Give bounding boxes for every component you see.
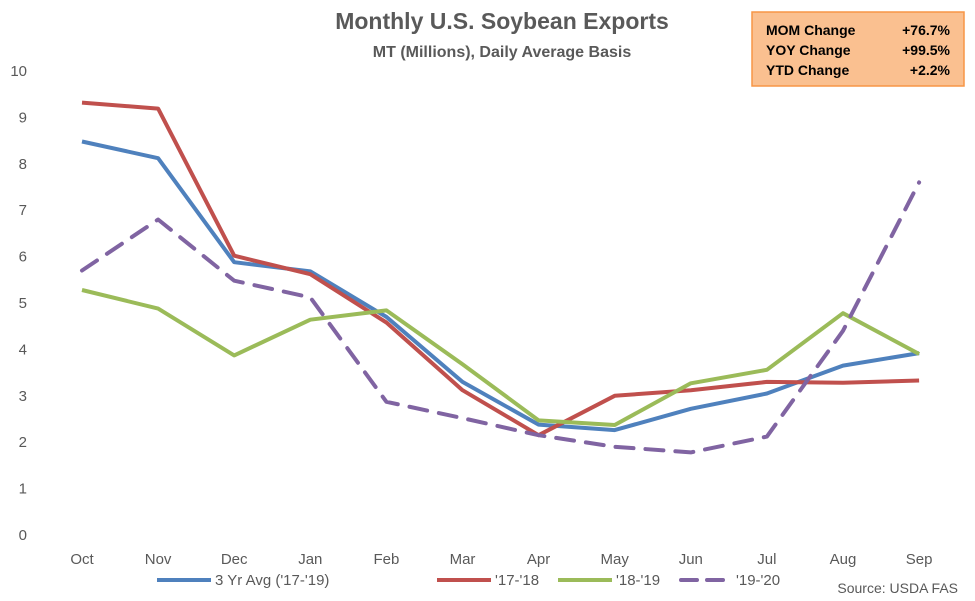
x-tick-label: May [601,551,630,568]
source-note: Source: USDA FAS [837,580,958,596]
x-tick-label: Jun [679,551,703,568]
x-tick-label: Dec [221,551,248,568]
stats-box: MOM Change +76.7% YOY Change +99.5% YTD … [751,11,965,87]
legend-label: '18-'19 [616,572,660,589]
legend-label: '19-'20 [736,572,780,589]
x-axis: Oct Nov Dec Jan Feb Mar Apr May Jun Jul Aug Sep [70,551,932,568]
plot-area [80,100,922,455]
chart-subtitle: MT (Millions), Daily Average Basis [373,44,632,61]
stats-value-mom: +76.7% [902,22,950,38]
x-tick-label: Nov [145,551,172,568]
legend: 3 Yr Avg ('17-'19) '17-'18 '18-'19 '19-'20 [157,572,780,589]
series-line [81,100,920,438]
x-tick-label: Jul [757,551,776,568]
y-tick-label: 8 [19,156,27,173]
stats-label-ytd: YTD Change [766,62,849,78]
y-tick-label: 0 [19,527,27,544]
x-tick-label: Sep [906,551,933,568]
x-tick-label: Oct [70,551,94,568]
stats-value-yoy: +99.5% [902,42,950,58]
x-tick-label: Feb [373,551,399,568]
legend-label: '17-'18 [495,572,539,589]
stats-label-yoy: YOY Change [766,42,851,58]
y-tick-label: 9 [19,109,27,126]
stats-box-background [751,11,965,87]
y-tick-label: 10 [10,63,27,80]
y-tick-label: 1 [19,481,27,498]
y-tick-label: 6 [19,249,27,266]
y-tick-label: 3 [19,388,27,405]
y-tick-label: 5 [19,295,27,312]
series-line [81,288,921,427]
y-tick-label: 7 [19,202,27,219]
stats-value-ytd: +2.2% [910,62,951,78]
chart-title: Monthly U.S. Soybean Exports [335,8,669,34]
legend-label: 3 Yr Avg ('17-'19) [215,572,329,589]
series-line [81,139,920,433]
stats-label-mom: MOM Change [766,22,856,38]
y-tick-label: 4 [19,341,27,358]
y-axis: 0 1 2 3 4 5 6 7 8 9 10 [10,63,27,544]
series-line [80,180,922,455]
x-tick-label: Mar [450,551,476,568]
y-tick-label: 2 [19,434,27,451]
x-tick-label: Jan [298,551,322,568]
x-tick-label: Aug [830,551,857,568]
x-tick-label: Apr [527,551,550,568]
